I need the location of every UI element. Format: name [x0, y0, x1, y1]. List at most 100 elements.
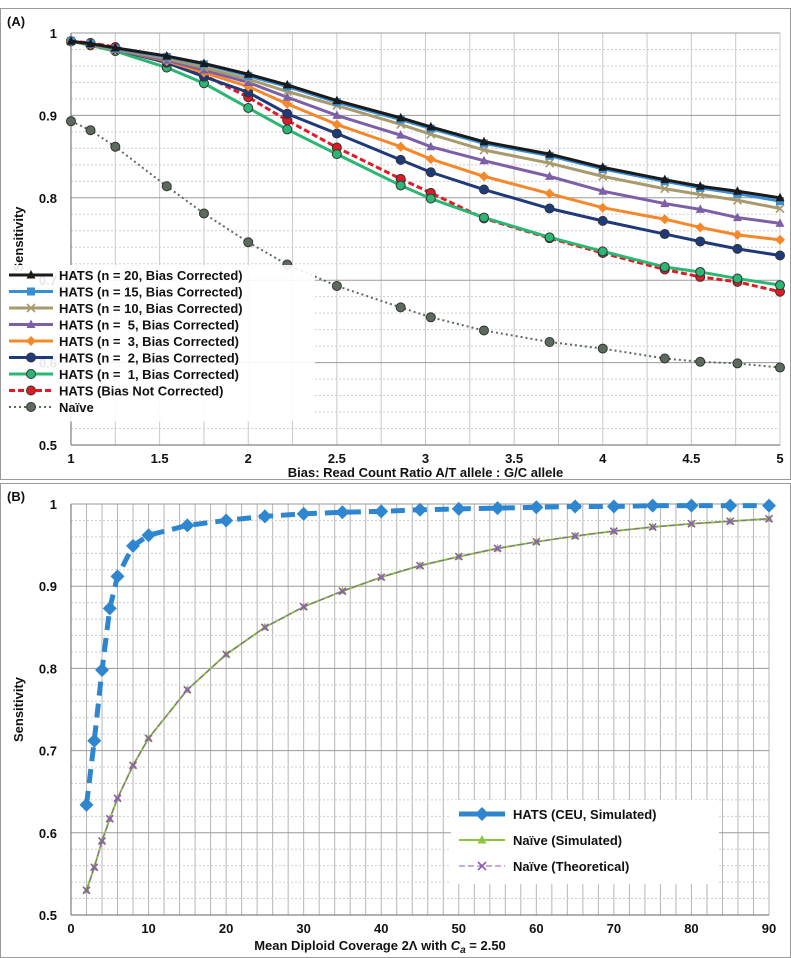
data-point	[425, 193, 436, 204]
data-point	[282, 98, 293, 109]
data-point	[299, 602, 308, 611]
panel-label: (B)	[7, 489, 25, 504]
data-point	[732, 229, 743, 240]
data-point	[374, 504, 389, 519]
x-tick-label: 2.5	[328, 451, 346, 466]
x-axis-label-main: Mean Diploid Coverage 2Λ with	[254, 938, 450, 953]
data-point	[659, 262, 670, 273]
data-point	[243, 237, 254, 248]
data-point	[222, 650, 231, 659]
legend-label: HATS (n = 2, Bias Corrected)	[59, 351, 239, 366]
x-axis-label: Bias: Read Count Ratio A/T allele : G/C …	[288, 465, 563, 479]
data-point	[425, 312, 436, 323]
x-tick-label: 50	[452, 921, 466, 936]
x-axis-label-subscript: a	[460, 945, 466, 956]
legend-swatch-marker	[27, 287, 35, 296]
data-point	[126, 538, 141, 553]
series-group	[82, 514, 774, 895]
data-point	[545, 158, 555, 168]
data-point	[183, 685, 192, 694]
data-point	[161, 181, 172, 192]
data-point	[66, 116, 76, 127]
x-axis-label-variable: C	[451, 938, 461, 953]
x-tick-label: 10	[141, 921, 155, 936]
data-point	[726, 517, 735, 526]
x-tick-label: 60	[529, 921, 543, 936]
data-point	[529, 500, 544, 515]
data-point	[260, 623, 269, 632]
panel-b: 0.5 0.6 0.7 0.8 0.9 1 0 10 20 30 40 50 60 70 80 90 Mean …	[0, 483, 791, 958]
y-tick-label: 1	[50, 497, 57, 512]
data-point	[296, 506, 311, 521]
data-point	[660, 184, 670, 194]
x-tick-label: 4	[599, 451, 607, 466]
legend-box	[7, 265, 315, 422]
data-point	[82, 886, 91, 895]
x-tick-label: 90	[762, 921, 776, 936]
x-tick-label: 3	[422, 451, 429, 466]
y-tick-label: 0.9	[39, 579, 57, 594]
x-tick-label: 4.5	[682, 451, 700, 466]
chart-b: 0.50.60.70.80.910 10 20 30 40 50 60 70 80 90Mean …	[7, 489, 776, 956]
data-point	[331, 280, 342, 291]
data-point	[377, 573, 386, 582]
data-point	[395, 154, 406, 165]
series-line	[86, 518, 770, 891]
data-point	[478, 212, 489, 223]
data-point	[775, 362, 785, 373]
data-point	[732, 186, 742, 195]
legend-label: HATS (n = 15, Bias Corrected)	[59, 285, 243, 300]
data-point	[282, 124, 293, 135]
legend-label: Naïve (Simulated)	[513, 833, 622, 848]
x-tick-label: 1	[67, 451, 74, 466]
data-point	[478, 184, 489, 195]
legend-label: HATS (n = 5, Bias Corrected)	[59, 318, 239, 333]
x-tick-label: 20	[219, 921, 233, 936]
legend-label: HATS (n = 20, Bias Corrected)	[59, 268, 243, 283]
data-point	[110, 42, 120, 52]
data-point	[426, 121, 436, 131]
data-point	[413, 502, 427, 517]
legend-swatch-marker	[26, 303, 36, 313]
data-point	[609, 527, 618, 536]
data-point	[695, 236, 706, 247]
data-point	[97, 836, 107, 846]
data-point	[243, 102, 254, 113]
data-point	[597, 246, 608, 257]
data-point	[219, 513, 234, 528]
data-point	[199, 58, 209, 67]
data-point	[732, 243, 743, 254]
data-point	[597, 343, 608, 354]
legend-label: Naïve	[59, 400, 94, 415]
legend-label: Naïve (Theoretical)	[513, 859, 629, 874]
legend-label: HATS (n = 10, Bias Corrected)	[59, 301, 243, 316]
y-tick-label: 0.5	[39, 438, 57, 453]
data-point	[598, 171, 608, 181]
data-point	[648, 522, 657, 532]
data-point	[335, 505, 350, 520]
data-point	[425, 167, 436, 178]
data-point	[479, 136, 489, 146]
data-point	[257, 509, 272, 524]
data-point	[113, 794, 122, 803]
data-point	[243, 77, 253, 86]
data-point	[426, 141, 436, 151]
data-point	[198, 208, 209, 219]
data-point	[695, 222, 706, 233]
data-point	[571, 531, 580, 541]
y-axis-label: Sensitivity	[11, 676, 26, 742]
data-point	[199, 65, 209, 74]
data-point	[144, 734, 153, 743]
y-axis-label: Sensitivity	[11, 206, 26, 272]
data-point	[110, 141, 121, 152]
x-tick-label: 30	[296, 921, 310, 936]
data-point	[695, 356, 706, 367]
data-point	[544, 203, 555, 214]
data-point	[532, 537, 541, 546]
y-tick-label: 0.8	[39, 661, 57, 676]
data-point	[775, 203, 785, 214]
data-point	[659, 353, 670, 364]
x-tick-label: 5	[776, 451, 783, 466]
data-point	[331, 128, 342, 139]
